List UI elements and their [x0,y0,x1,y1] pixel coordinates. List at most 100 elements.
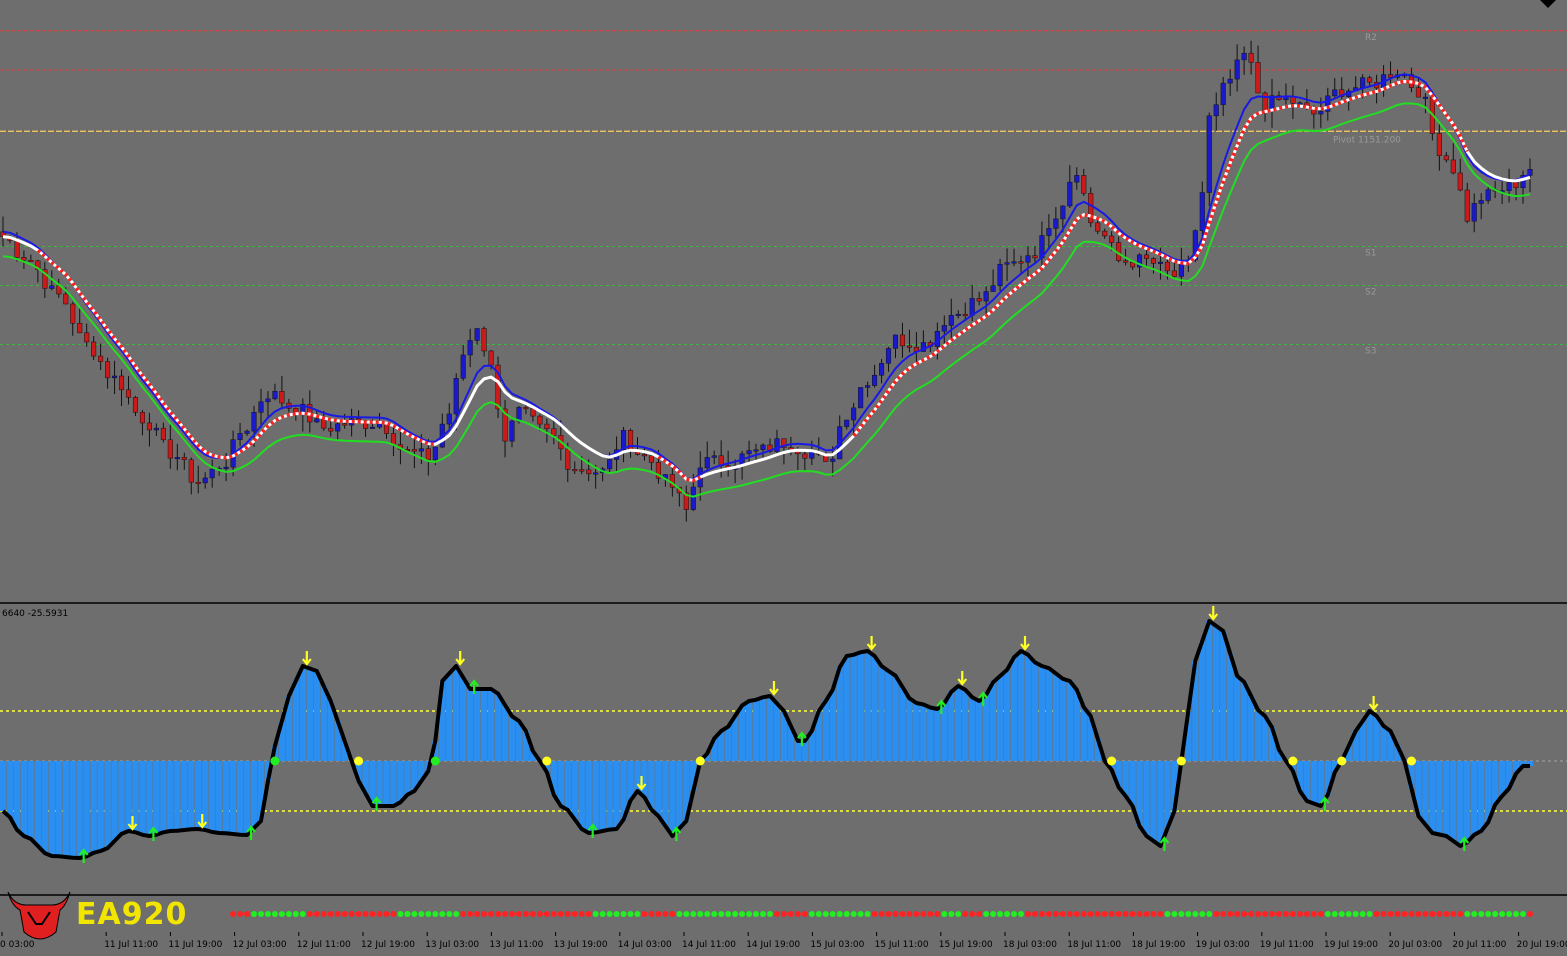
candle [342,423,348,426]
candle [1171,270,1177,277]
candle [1102,230,1108,237]
time-label: 18 Jul 19:00 [1131,940,1185,950]
candle [655,462,661,479]
candle [878,363,885,376]
histogram-bar [418,761,425,781]
histogram-bar [383,761,390,806]
trend-dot [1192,911,1199,917]
price-panel[interactable] [0,40,1533,522]
candle [209,468,215,479]
trend-dot [341,911,348,917]
histogram-bar [404,761,411,795]
candle [446,413,452,425]
histogram-bar [334,721,341,761]
trend-dot [432,911,439,917]
trend-dot [1024,911,1031,917]
candle [63,293,69,305]
trend-dot [1018,911,1024,917]
trend-dot [606,911,613,917]
histogram-bar [975,701,983,761]
time-label: 0 03:00 [0,940,35,950]
candle [91,341,97,357]
histogram-bar [181,761,188,830]
trend-dot [669,911,676,917]
histogram-bar [487,689,495,761]
histogram-bar [76,761,83,858]
candle [118,375,125,391]
trend-dot [1220,911,1227,917]
candle [774,438,780,452]
logo: EA920 [7,891,187,940]
candle [830,458,836,462]
candle [1143,254,1150,259]
arrow-up-icon [1459,836,1470,851]
histogram-bar [83,761,90,857]
histogram-bar [1254,710,1262,761]
candle [899,334,906,347]
histogram-bar [257,761,265,821]
trend-dot [760,911,767,917]
time-label: 18 Jul 11:00 [1067,940,1121,950]
trend-dot [1345,911,1352,917]
histogram-bar [1220,631,1227,761]
histogram-bar [439,681,446,761]
candle [565,448,571,470]
time-label: 19 Jul 19:00 [1324,940,1378,950]
arrow-down-icon [636,776,647,791]
histogram-bar [41,761,49,854]
oscillator-panel[interactable] [0,606,1567,863]
top-right-arrow-icon[interactable] [1540,0,1556,8]
histogram-bar [1352,731,1359,761]
histogram-bar [662,761,669,826]
trend-dot [1338,911,1345,917]
histogram-bar [745,701,753,761]
candle [237,433,243,440]
candle [1234,59,1240,80]
candle [1053,218,1059,229]
candle [481,328,487,352]
trend-dot [662,911,669,917]
histogram-bar [1240,681,1248,761]
trend-dot [488,911,495,917]
candle [1297,102,1303,105]
trend-dot [362,911,369,917]
histogram-bar [111,761,118,841]
candle [1060,205,1066,220]
histogram-bar [599,761,606,831]
histogram-bar [1310,761,1318,804]
candle [858,387,864,409]
histogram-bar [564,761,571,810]
candle [195,481,201,484]
candle [181,457,187,461]
histogram-bar [1185,711,1192,761]
trend-dot [1359,911,1366,917]
candle [188,459,194,483]
candle [251,412,257,432]
logo-text: EA920 [76,897,187,932]
trend-dot [292,911,299,917]
histogram-bar [871,656,878,761]
candle [851,407,857,421]
candle [1130,262,1136,268]
candle [146,422,152,431]
ma-red-dotted-line [852,79,1469,437]
trend-dot [1143,911,1150,917]
trend-dot [1052,911,1059,917]
cross-dot [1107,756,1117,766]
arrow-down-icon [197,814,208,829]
histogram-bar [1268,727,1276,761]
candle [509,420,515,442]
candle [1074,175,1080,183]
histogram-bar [989,682,997,761]
candle [70,303,76,324]
time-label: 20 Jul 19:00 [1517,940,1567,950]
candle [990,285,996,292]
trend-dot [906,911,913,917]
histogram-bar [466,689,474,761]
arrow-down-icon [957,671,968,686]
histogram-bar [174,761,181,831]
candle [1471,203,1477,222]
histogram-bar [1059,678,1067,761]
